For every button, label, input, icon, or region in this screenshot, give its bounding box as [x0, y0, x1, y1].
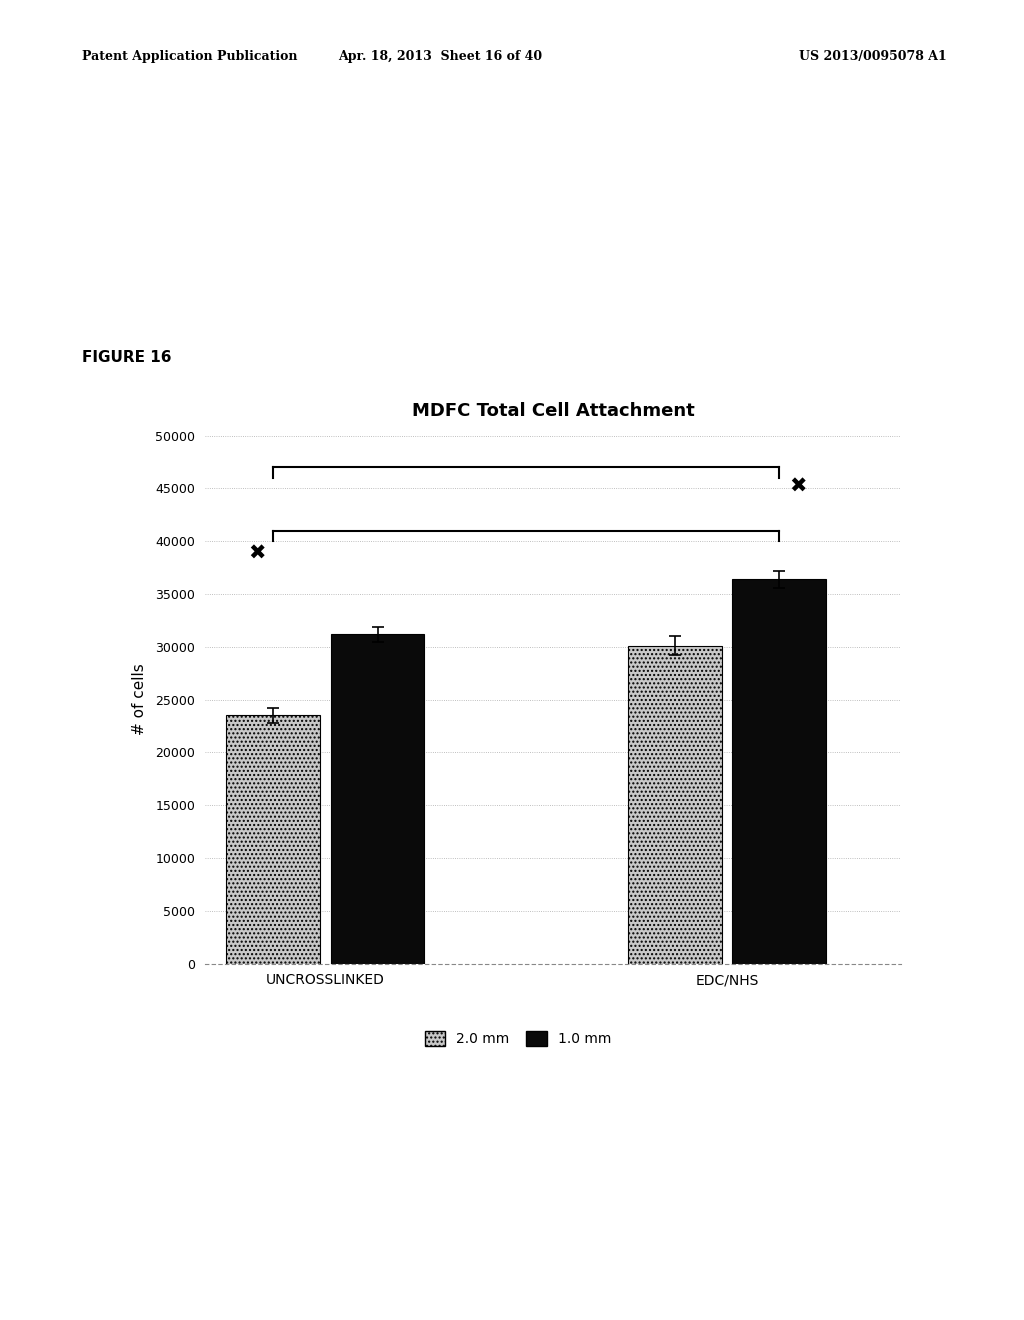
- Bar: [628, 645, 722, 964]
- Text: US 2013/0095078 A1: US 2013/0095078 A1: [799, 50, 946, 63]
- Text: Patent Application Publication: Patent Application Publication: [82, 50, 297, 63]
- Text: ✖: ✖: [790, 477, 807, 496]
- Legend: 2.0 mm, 1.0 mm: 2.0 mm, 1.0 mm: [419, 1026, 617, 1052]
- Text: Apr. 18, 2013  Sheet 16 of 40: Apr. 18, 2013 Sheet 16 of 40: [338, 50, 543, 63]
- Bar: [226, 715, 319, 964]
- Bar: [331, 634, 424, 964]
- Text: ✖: ✖: [248, 544, 266, 564]
- Text: FIGURE 16: FIGURE 16: [82, 350, 171, 364]
- Bar: [732, 579, 826, 964]
- Title: MDFC Total Cell Attachment: MDFC Total Cell Attachment: [412, 403, 694, 420]
- Y-axis label: # of cells: # of cells: [132, 664, 146, 735]
